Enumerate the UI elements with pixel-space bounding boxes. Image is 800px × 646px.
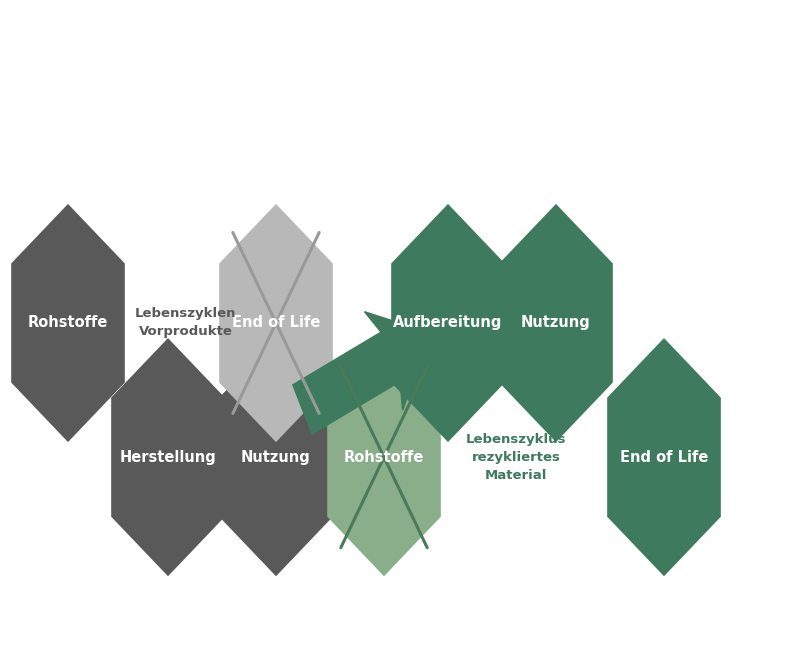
Text: Herstellung: Herstellung xyxy=(120,450,216,464)
Polygon shape xyxy=(499,204,613,442)
Polygon shape xyxy=(11,204,125,442)
Text: Lebenszyklen
Vorprodukte: Lebenszyklen Vorprodukte xyxy=(135,307,236,339)
Polygon shape xyxy=(327,338,441,576)
Text: Rohstoffe: Rohstoffe xyxy=(28,315,108,331)
Text: Rohstoffe: Rohstoffe xyxy=(344,450,424,464)
Polygon shape xyxy=(219,204,333,442)
Text: End of Life: End of Life xyxy=(620,450,708,464)
FancyArrow shape xyxy=(293,312,430,434)
Text: Aufbereitung: Aufbereitung xyxy=(394,315,502,331)
Polygon shape xyxy=(607,338,721,576)
Polygon shape xyxy=(391,204,505,442)
Text: Nutzung: Nutzung xyxy=(241,450,311,464)
Polygon shape xyxy=(219,338,333,576)
Text: Lebenszyklus
rezykliertes
Material: Lebenszyklus rezykliertes Material xyxy=(466,433,566,482)
Text: End of Life: End of Life xyxy=(232,315,320,331)
Text: Nutzung: Nutzung xyxy=(521,315,591,331)
Polygon shape xyxy=(111,338,225,576)
